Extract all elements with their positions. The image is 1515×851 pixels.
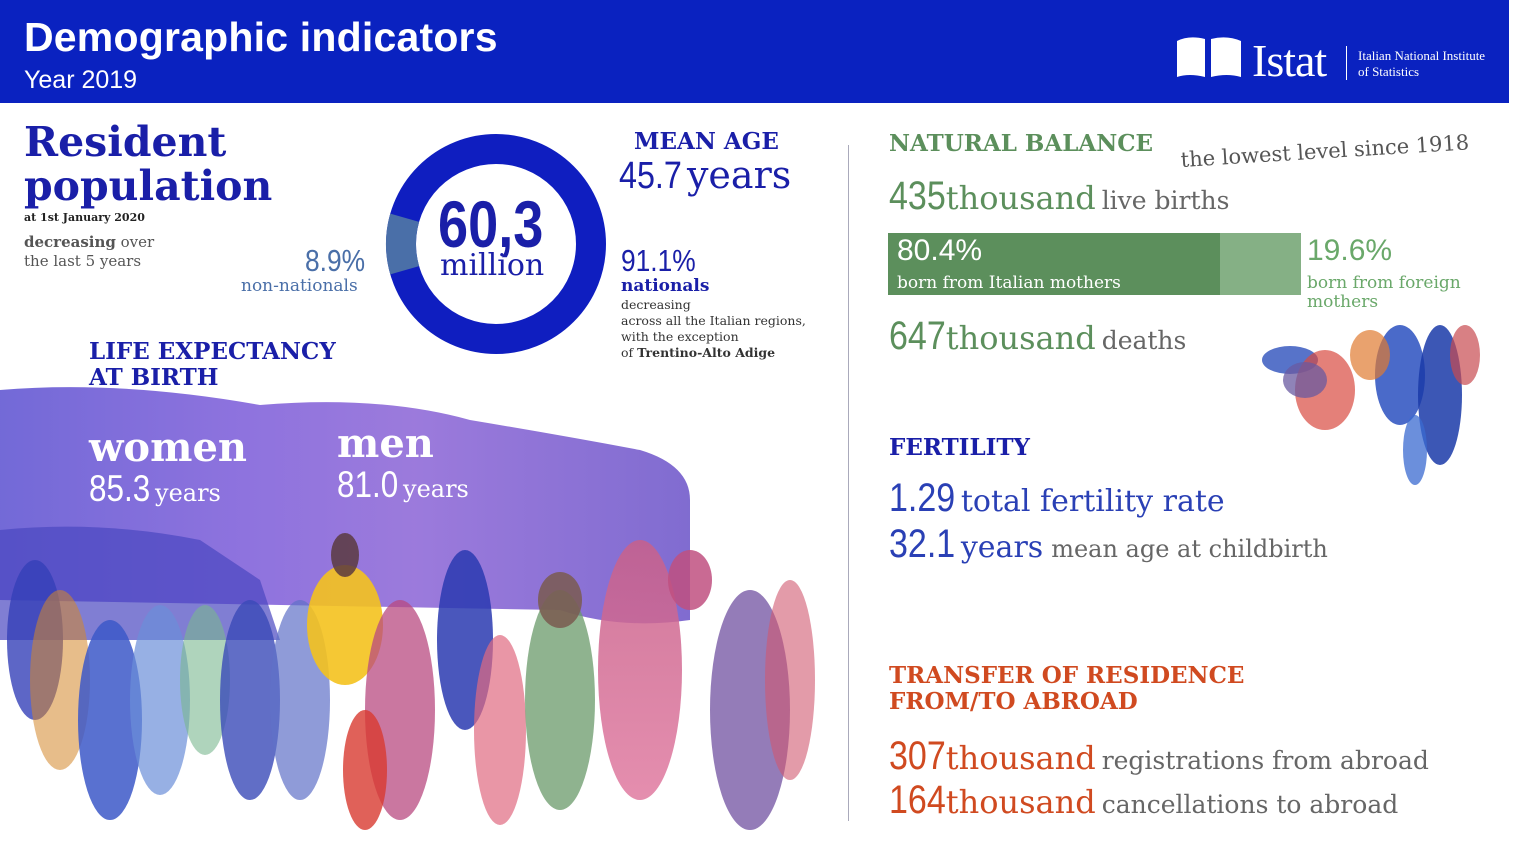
foreign-mothers-label-line2: mothers — [1307, 292, 1379, 312]
italian-mothers-bar — [888, 233, 1220, 295]
life-expectancy-men-value-group: 81.0 years — [337, 464, 469, 506]
non-nationals-value: 8.9 — [305, 243, 342, 278]
foreign-mothers-value-group: 19.6% — [1307, 234, 1392, 268]
nationals-note-line3: with the exception — [621, 329, 739, 344]
mean-age-value: 45.7 — [619, 155, 682, 197]
cancellations-unit: thousand — [945, 783, 1096, 821]
deaths-label: deaths — [1101, 326, 1187, 355]
nationals-value: 91.1 — [621, 243, 673, 278]
italian-mothers-value: 80.4 — [897, 234, 956, 267]
page-subtitle: Year 2019 — [24, 66, 138, 94]
total-fertility-rate-value: 1.29 — [889, 476, 956, 520]
resident-population-date: at 1st January 2020 — [24, 211, 145, 224]
italian-mothers-value-group: 80.4% — [897, 234, 982, 268]
nationals-note-region: Trentino-Alto Adige — [637, 345, 776, 360]
mean-age-value-group: 45.7 years — [619, 153, 791, 198]
population-total-value: 60,3 — [438, 187, 544, 261]
life-expectancy-men-unit: years — [403, 475, 469, 503]
watercolor-people-illustration — [0, 387, 815, 830]
nationals-note-line2: across all the Italian regions, — [621, 313, 806, 328]
watercolor-birds-illustration — [1262, 325, 1480, 485]
non-nationals-percent-sign: % — [341, 243, 366, 278]
live-births-unit: thousand — [945, 179, 1096, 217]
life-expectancy-women-label: women — [89, 424, 247, 471]
mean-age-label: MEAN AGE — [634, 128, 779, 155]
transfer-label-line2: FROM/TO ABROAD — [889, 688, 1138, 715]
registrations-label: registrations from abroad — [1101, 746, 1429, 775]
total-fertility-rate-label: total fertility rate — [960, 484, 1225, 519]
mean-age-childbirth-label: mean age at childbirth — [1051, 535, 1328, 563]
italian-mothers-label: born from Italian mothers — [897, 273, 1121, 293]
page-title: Demographic indicators — [24, 14, 498, 60]
resident-population-title-line2: population — [24, 162, 273, 210]
non-nationals-value-group: 8.9% — [305, 243, 365, 279]
population-trend-bold: decreasing — [24, 233, 116, 251]
non-nationals-label: non-nationals — [241, 276, 358, 296]
life-expectancy-men-label: men — [337, 420, 434, 467]
donut-non-nationals-segment — [386, 213, 420, 275]
life-expectancy-men-value: 81.0 — [337, 464, 399, 505]
fertility-label: FERTILITY — [889, 434, 1030, 461]
life-expectancy-label-line1: LIFE EXPECTANCY — [89, 338, 336, 365]
registrations-row: 307thousand registrations from abroad — [889, 734, 1429, 779]
cancellations-row: 164thousand cancellations to abroad — [889, 778, 1398, 823]
total-fertility-rate-row: 1.29 total fertility rate — [889, 476, 1225, 521]
header-bar — [0, 0, 1509, 103]
deaths-row: 647thousand deaths — [889, 314, 1186, 359]
deaths-value: 647 — [889, 314, 946, 358]
nationals-percent-sign: % — [672, 243, 696, 278]
logo-divider — [1346, 46, 1347, 80]
nationals-note-line4: of Trentino-Alto Adige — [621, 345, 775, 360]
logo-subtitle-line1: Italian National Institute — [1358, 48, 1486, 63]
nationals-value-group: 91.1% — [621, 243, 696, 279]
foreign-mothers-bar — [1220, 233, 1301, 295]
cancellations-value: 164 — [889, 778, 946, 822]
resident-population-title-line1: Resident — [24, 118, 227, 166]
mean-age-unit: years — [686, 153, 792, 197]
population-donut-chart — [386, 134, 606, 354]
population-trend-rest: over — [115, 233, 155, 251]
logo-subtitle-line2: of Statistics — [1358, 64, 1420, 79]
nationals-note-line1: decreasing — [621, 297, 691, 312]
nationals-note-prefix: of — [621, 345, 638, 360]
italian-mothers-percent-sign: % — [955, 234, 983, 267]
mean-age-childbirth-row: 32.1 years mean age at childbirth — [889, 522, 1328, 567]
foreign-mothers-percent-sign: % — [1365, 234, 1393, 267]
live-births-value: 435 — [889, 174, 946, 218]
natural-balance-note: the lowest level since 1918 — [1180, 130, 1470, 172]
registrations-unit: thousand — [945, 739, 1096, 777]
deaths-unit: thousand — [945, 319, 1096, 357]
live-births-label: live births — [1101, 186, 1230, 215]
istat-logo-text: Istat — [1252, 35, 1327, 86]
life-expectancy-women-unit: years — [155, 479, 221, 507]
population-trend-line1: decreasing over — [24, 233, 154, 251]
foreign-mothers-label-line1: born from foreign — [1307, 273, 1461, 293]
life-expectancy-label-line2: AT BIRTH — [89, 364, 219, 391]
live-births-row: 435thousand live births — [889, 174, 1229, 219]
registrations-value: 307 — [889, 734, 946, 778]
cancellations-label: cancellations to abroad — [1101, 790, 1399, 819]
life-expectancy-women-value: 85.3 — [89, 468, 151, 509]
foreign-mothers-value: 19.6 — [1307, 234, 1366, 267]
transfer-label-line1: TRANSFER OF RESIDENCE — [889, 662, 1245, 689]
natural-balance-label: NATURAL BALANCE — [889, 130, 1154, 157]
population-trend-line2: the last 5 years — [24, 252, 142, 270]
life-expectancy-women-value-group: 85.3 years — [89, 468, 221, 510]
mean-age-childbirth-value: 32.1 — [889, 522, 956, 566]
column-divider — [848, 145, 849, 821]
mean-age-childbirth-unit: years — [960, 530, 1044, 565]
population-total-unit: million — [440, 248, 545, 283]
istat-logo-icon — [1177, 37, 1241, 77]
nationals-label: nationals — [621, 276, 710, 296]
